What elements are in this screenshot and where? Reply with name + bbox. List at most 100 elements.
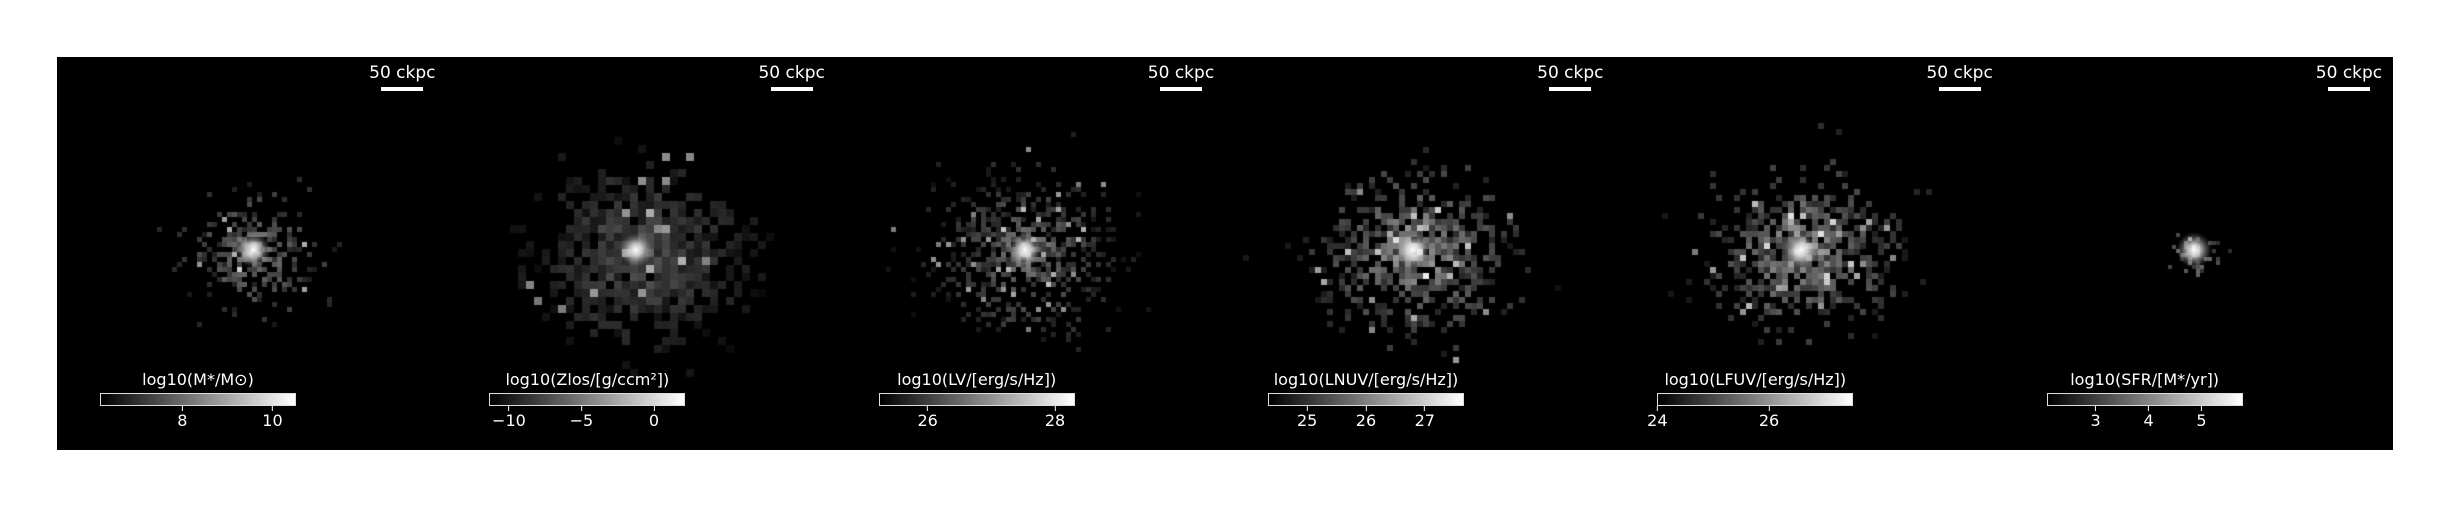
colorbar-ticks: 3 4 5 <box>2047 406 2243 430</box>
colorbar-ticks: 24 26 <box>1647 406 1853 429</box>
scale-bar-label: 50 ckpc <box>369 63 436 83</box>
colorbar-tick: 10 <box>262 406 283 430</box>
colorbar-gradient <box>878 393 1075 406</box>
colorbar-tick-mark <box>1054 406 1056 411</box>
colorbar-ticks: 8 10 <box>100 406 296 430</box>
v-luminosity-map <box>835 57 1225 450</box>
colorbar-tick-label: 25 <box>1296 411 1318 430</box>
colorbar-tick-label: 5 <box>2196 411 2207 430</box>
scale-bar: 50 ckpc <box>1926 63 1993 91</box>
colorbar-tick-mark <box>1424 406 1426 411</box>
colorbar-gradient <box>1657 393 1854 406</box>
scale-bar: 50 ckpc <box>758 63 825 91</box>
colorbar-tick-mark <box>1656 406 1658 411</box>
panel-v-luminosity: 50 ckpc log10(LV/[erg/s/Hz]) 26 28 <box>835 57 1225 450</box>
panel-stellar-mass: 50 ckpc log10(M*/M⊙) 8 10 <box>57 57 447 450</box>
scale-bar-line <box>1549 87 1592 91</box>
colorbar-tick-mark <box>2148 406 2150 411</box>
colorbar-tick-mark <box>653 406 655 411</box>
colorbar-ticks: 26 28 <box>879 406 1075 430</box>
colorbar-tick: −10 <box>492 406 526 429</box>
scale-bar: 50 ckpc <box>1148 63 1214 91</box>
colorbar-gradient <box>1267 393 1464 406</box>
colorbar-tick-mark <box>508 406 510 411</box>
colorbar-tick-label: 26 <box>917 411 938 430</box>
colorbar-label: log10(Zlos/[g/ccm²]) <box>505 370 670 389</box>
colorbar-tick: 4 <box>2143 406 2154 430</box>
colorbar: log10(SFR/[M*/yr]) 3 4 5 <box>2046 370 2243 430</box>
colorbar-gradient <box>489 393 686 406</box>
colorbar-label: log10(LFUV/[erg/s/Hz]) <box>1664 370 1847 389</box>
colorbar-tick: 0 <box>649 406 659 429</box>
colorbar-tick-label: 0 <box>648 411 660 430</box>
colorbar-tick-mark <box>1365 406 1367 411</box>
scale-bar: 50 ckpc <box>369 63 436 91</box>
panel-nuv-luminosity: 50 ckpc log10(LNUV/[erg/s/Hz]) 25 26 27 <box>1224 57 1615 450</box>
scale-bar-line <box>2327 87 2370 91</box>
scale-bar-label: 50 ckpc <box>758 63 825 83</box>
colorbar: log10(Zlos/[g/ccm²]) −10 −5 0 <box>489 370 686 430</box>
panel-sfr: 50 ckpc log10(SFR/[M*/yr]) 3 4 5 <box>2003 57 2393 450</box>
fuv-luminosity-map <box>1614 57 2004 450</box>
colorbar-tick-label: 28 <box>1044 411 1066 430</box>
colorbar-tick: 28 <box>1045 406 1065 429</box>
panel-fuv-luminosity: 50 ckpc log10(LFUV/[erg/s/Hz]) 24 26 <box>1614 57 2004 450</box>
colorbar-tick-label: 26 <box>1355 411 1377 430</box>
colorbar-tick-mark <box>181 406 183 411</box>
colorbar-tick-label: −5 <box>569 411 594 430</box>
colorbar-tick: 26 <box>917 406 938 430</box>
metal-column-map <box>446 57 836 450</box>
colorbar-tick-mark <box>1768 406 1770 411</box>
colorbar-tick-label: −10 <box>492 411 526 430</box>
colorbar-tick: 26 <box>1759 406 1779 429</box>
colorbar-tick-mark <box>580 406 582 411</box>
colorbar-label: log10(LNUV/[erg/s/Hz]) <box>1273 370 1459 389</box>
colorbar-tick-mark <box>271 406 273 411</box>
colorbar-label: log10(M*/M⊙) <box>142 370 254 389</box>
scale-bar-label: 50 ckpc <box>1147 63 1215 83</box>
colorbar: log10(M*/M⊙) 8 10 <box>100 370 296 430</box>
scale-bar-line <box>381 87 424 91</box>
colorbar-ticks: −10 −5 0 <box>489 406 685 430</box>
colorbar: log10(LV/[erg/s/Hz]) 26 28 <box>878 370 1075 430</box>
colorbar-gradient <box>100 393 296 406</box>
colorbar-tick: 24 <box>1647 406 1667 429</box>
scale-bar: 50 ckpc <box>1537 63 1604 91</box>
image-strip: 50 ckpc log10(M*/M⊙) 8 10 50 ckpc log10(Z… <box>57 57 2393 450</box>
colorbar-tick-label: 3 <box>2090 411 2101 430</box>
colorbar-gradient <box>2046 393 2243 406</box>
scale-bar-line <box>770 87 813 91</box>
sfr-map <box>2003 57 2393 450</box>
colorbar-tick-label: 8 <box>177 411 188 430</box>
colorbar-tick-label: 24 <box>1647 411 1668 430</box>
scale-bar-label: 50 ckpc <box>2315 63 2383 83</box>
scale-bar-line <box>1938 87 1981 91</box>
colorbar-tick-label: 10 <box>262 411 283 430</box>
colorbar-tick: 25 <box>1297 406 1317 429</box>
colorbar-tick: 27 <box>1415 406 1435 429</box>
colorbar-tick-mark <box>927 406 929 411</box>
colorbar-tick-label: 4 <box>2143 411 2154 430</box>
colorbar: log10(LNUV/[erg/s/Hz]) 25 26 27 <box>1267 370 1464 429</box>
colorbar: log10(LFUV/[erg/s/Hz]) 24 26 <box>1647 370 1854 429</box>
colorbar-ticks: 25 26 27 <box>1268 406 1464 429</box>
colorbar-tick: 5 <box>2196 406 2207 430</box>
colorbar-tick-mark <box>2200 406 2202 411</box>
scale-bar-label: 50 ckpc <box>1537 63 1604 83</box>
scale-bar-label: 50 ckpc <box>1926 63 1993 83</box>
stellar-mass-map <box>57 57 446 450</box>
colorbar-tick-mark <box>1306 406 1308 411</box>
panel-metal-column: 50 ckpc log10(Zlos/[g/ccm²]) −10 −5 0 <box>446 57 836 450</box>
scale-bar: 50 ckpc <box>2316 63 2382 91</box>
colorbar-tick-label: 26 <box>1758 411 1780 430</box>
colorbar-tick-label: 27 <box>1414 411 1435 430</box>
colorbar-label: log10(LV/[erg/s/Hz]) <box>897 370 1057 389</box>
colorbar-tick: 8 <box>177 406 187 429</box>
colorbar-tick: 3 <box>2091 406 2101 429</box>
scale-bar-line <box>1159 87 1202 91</box>
colorbar-tick: 26 <box>1356 406 1376 429</box>
colorbar-tick-mark <box>2095 406 2097 411</box>
nuv-luminosity-map <box>1224 57 1614 450</box>
colorbar-label: log10(SFR/[M*/yr]) <box>2070 370 2220 389</box>
colorbar-tick: −5 <box>569 406 594 430</box>
